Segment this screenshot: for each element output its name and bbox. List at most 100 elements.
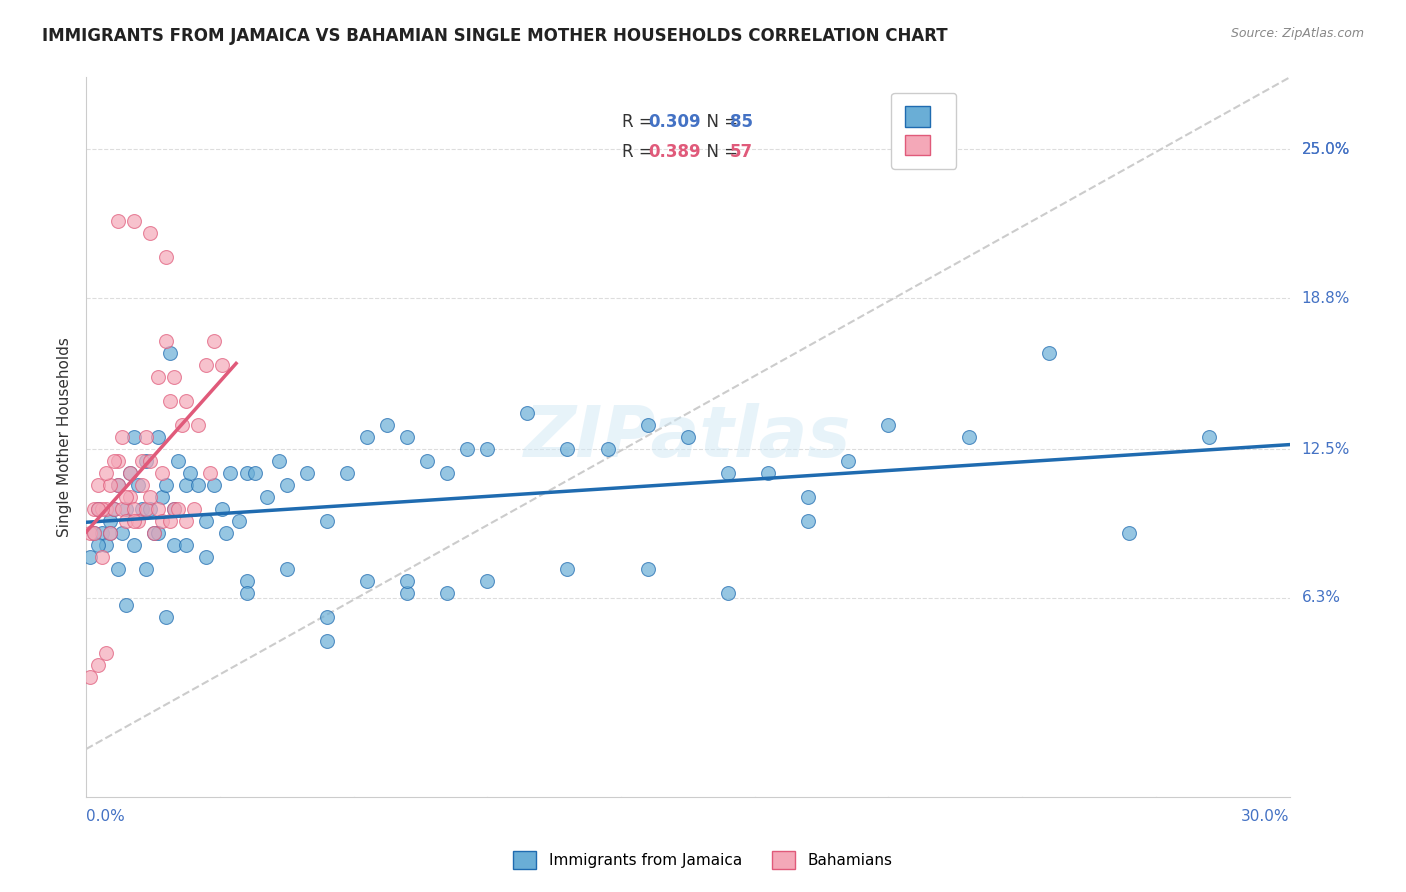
Point (375, 418, 398, 433)
Text: 0.309: 0.309 (648, 113, 700, 131)
Point (211, 502, 233, 516)
Legend: , : , (891, 93, 956, 169)
Point (148, 430, 170, 444)
Point (676, 430, 699, 444)
Text: N =: N = (696, 113, 744, 131)
Point (200, 467, 222, 481)
Point (516, 406, 538, 420)
Point (135, 454, 157, 468)
Point (131, 454, 153, 468)
Text: 25.0%: 25.0% (1302, 142, 1350, 157)
Point (176, 538, 198, 552)
Point (139, 227, 162, 241)
Point (395, 430, 418, 444)
Point (120, 490, 142, 504)
Point (276, 562, 298, 576)
Point (91, 526, 114, 541)
Point (98, 526, 121, 541)
Point (235, 467, 257, 481)
Point (637, 562, 659, 576)
Point (315, 514, 337, 528)
Text: 18.8%: 18.8% (1302, 291, 1350, 306)
Point (717, 586, 740, 600)
Point (557, 442, 579, 457)
Point (179, 467, 201, 481)
Point (107, 454, 129, 468)
Point (167, 454, 190, 468)
Point (83, 526, 105, 541)
Point (139, 454, 162, 468)
Point (155, 610, 177, 624)
Point (111, 502, 134, 516)
Point (94, 538, 117, 552)
Text: Source: ZipAtlas.com: Source: ZipAtlas.com (1230, 27, 1364, 40)
Point (122, 214, 145, 228)
Point (79, 670, 101, 684)
Text: 0.0%: 0.0% (86, 809, 125, 824)
Point (150, 467, 173, 481)
Point (120, 467, 142, 481)
Point (315, 610, 337, 624)
Point (637, 418, 659, 433)
Point (235, 586, 257, 600)
Point (436, 586, 458, 600)
Point (163, 502, 186, 516)
Point (87, 502, 110, 516)
Point (395, 574, 418, 589)
Point (135, 502, 157, 516)
Point (94, 502, 117, 516)
Point (122, 538, 145, 552)
Point (219, 467, 242, 481)
Point (176, 478, 198, 492)
Point (163, 538, 186, 552)
Point (122, 430, 145, 444)
Point (477, 442, 499, 457)
Point (103, 502, 125, 516)
Point (131, 502, 153, 516)
Point (235, 574, 257, 589)
Point (135, 562, 157, 576)
Point (172, 418, 194, 433)
Point (107, 478, 129, 492)
Point (163, 370, 186, 384)
Point (122, 514, 145, 528)
Point (139, 502, 162, 516)
Point (215, 526, 238, 541)
Point (150, 514, 173, 528)
Point (176, 514, 198, 528)
Text: R =: R = (621, 144, 658, 161)
Point (150, 490, 173, 504)
Text: 30.0%: 30.0% (1241, 809, 1289, 824)
Point (98, 478, 121, 492)
Point (115, 514, 138, 528)
Point (83, 526, 105, 541)
Point (436, 467, 458, 481)
Point (717, 467, 740, 481)
Point (837, 454, 859, 468)
Point (187, 478, 209, 492)
Point (127, 514, 149, 528)
Text: IMMIGRANTS FROM JAMAICA VS BAHAMIAN SINGLE MOTHER HOUSEHOLDS CORRELATION CHART: IMMIGRANTS FROM JAMAICA VS BAHAMIAN SING… (42, 27, 948, 45)
Point (456, 442, 478, 457)
Point (83, 502, 105, 516)
Point (127, 478, 149, 492)
Point (120, 467, 142, 481)
Text: N =: N = (696, 144, 744, 161)
Text: ZIPatlas: ZIPatlas (524, 402, 852, 472)
Point (159, 394, 181, 409)
Text: R =: R = (621, 113, 658, 131)
Point (204, 334, 226, 349)
Point (1198, 430, 1220, 444)
Point (87, 478, 110, 492)
Point (159, 514, 181, 528)
Point (148, 370, 170, 384)
Point (957, 430, 980, 444)
Point (183, 502, 205, 516)
Point (356, 430, 378, 444)
Point (91, 550, 114, 565)
Text: 25.0%: 25.0% (1302, 142, 1350, 157)
Point (122, 502, 145, 516)
Point (797, 514, 820, 528)
Point (295, 467, 318, 481)
Point (155, 250, 177, 264)
